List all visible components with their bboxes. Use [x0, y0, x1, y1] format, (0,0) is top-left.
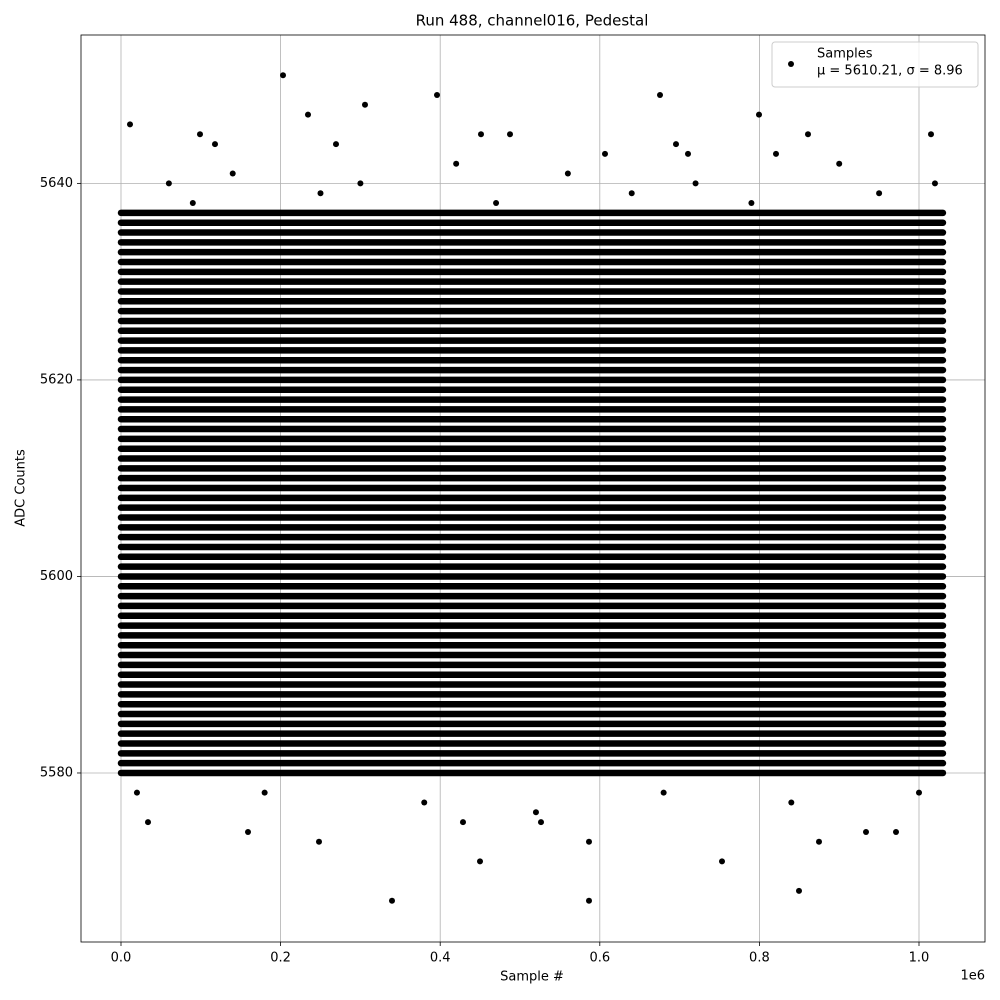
chart-title: Run 488, channel016, Pedestal — [416, 12, 649, 30]
sample-point — [788, 799, 795, 806]
sample-point — [493, 200, 500, 207]
sample-point — [421, 799, 428, 806]
sample-point — [357, 180, 364, 187]
sample-point — [477, 858, 484, 865]
y-axis-label: ADC Counts — [14, 449, 29, 527]
sample-point — [189, 200, 196, 207]
y-tick-label: 5580 — [40, 765, 73, 780]
sample-point — [507, 131, 513, 138]
plot-frame — [80, 34, 986, 943]
sample-point — [477, 131, 484, 138]
x-tick-label: 0.8 — [749, 951, 770, 966]
sample-point — [628, 190, 635, 197]
sample-point — [453, 160, 460, 167]
sample-point — [261, 789, 268, 796]
sample-point — [692, 180, 699, 187]
x-tick-label: 0.2 — [270, 951, 291, 966]
sample-point — [657, 91, 664, 98]
x-offset-label: 1e6 — [960, 969, 985, 984]
sample-point — [126, 121, 133, 128]
sample-point — [748, 200, 755, 207]
sample-point — [145, 819, 152, 826]
sample-point — [211, 141, 218, 148]
sample-point — [876, 190, 883, 197]
sample-point — [433, 91, 440, 98]
sample-point — [816, 838, 822, 845]
sample-point — [795, 887, 802, 894]
legend: Samples μ = 5610.21, σ = 8.96 — [771, 41, 979, 88]
legend-box — [771, 41, 979, 88]
sample-point — [892, 828, 899, 835]
sample-point — [317, 190, 324, 197]
x-tick-label: 0.4 — [430, 951, 451, 966]
sample-point — [532, 809, 539, 816]
sample-point — [459, 819, 466, 826]
sample-point — [361, 101, 368, 108]
sample-point — [804, 131, 811, 138]
sample-point — [718, 858, 725, 865]
sample-point — [772, 150, 779, 157]
sample-point — [333, 141, 340, 148]
sample-point — [862, 828, 869, 835]
sample-point — [133, 789, 140, 796]
legend-label: Samples — [817, 47, 873, 62]
x-tick-label: 0.6 — [589, 951, 610, 966]
sample-point — [601, 150, 608, 157]
sample-point — [244, 828, 251, 835]
sample-point — [315, 838, 322, 845]
sample-point — [585, 838, 592, 845]
sample-point — [836, 160, 843, 167]
sample-point — [915, 789, 922, 796]
legend-marker — [788, 61, 794, 67]
y-tick-label: 5600 — [40, 569, 73, 584]
sample-point — [280, 72, 287, 79]
sample-point — [564, 170, 571, 177]
sample-point — [229, 170, 236, 177]
sample-point — [388, 897, 395, 904]
sample-point — [931, 180, 938, 187]
sample-point — [585, 897, 592, 904]
sample-point — [684, 150, 691, 157]
x-axis-label: Sample # — [500, 970, 564, 985]
x-tick-label: 0.0 — [111, 951, 132, 966]
legend-stats: μ = 5610.21, σ = 8.96 — [817, 64, 963, 79]
sample-point — [756, 111, 762, 118]
sample-point — [304, 111, 311, 118]
y-tick-label: 5620 — [40, 372, 73, 387]
sample-point — [196, 131, 203, 138]
sample-point — [165, 180, 172, 187]
sample-point — [660, 789, 667, 796]
sample-point — [673, 141, 679, 148]
y-tick-label: 5640 — [40, 176, 73, 191]
sample-point — [928, 131, 935, 138]
sample-point — [537, 819, 544, 826]
x-tick-label: 1.0 — [909, 951, 930, 966]
